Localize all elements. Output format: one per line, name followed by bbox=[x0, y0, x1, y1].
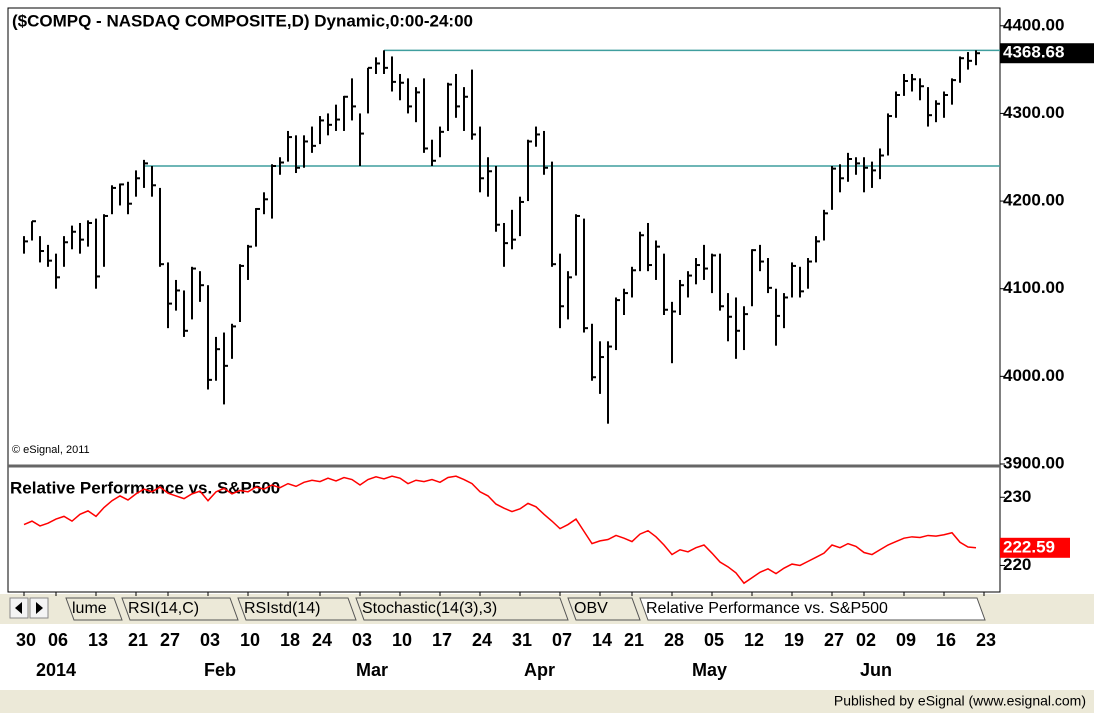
last-rs-box bbox=[1000, 537, 1070, 558]
arrow-left bbox=[15, 602, 22, 614]
y-tick-label: 3900.00 bbox=[1003, 453, 1064, 472]
tab-label: RSI(14,C) bbox=[128, 600, 199, 617]
chart-title: ($COMPQ - NASDAQ COMPOSITE,D) Dynamic,0:… bbox=[12, 11, 473, 30]
month-label: Feb bbox=[204, 660, 236, 680]
footer-bar bbox=[0, 690, 1094, 713]
tab-label: Stochastic(14(3),3) bbox=[362, 600, 497, 617]
x-tick-label: 21 bbox=[624, 630, 644, 650]
month-label: Jun bbox=[860, 660, 892, 680]
x-tick-label: 23 bbox=[976, 630, 996, 650]
panel-title: Relative Performance vs. S&P500 bbox=[10, 478, 280, 497]
y-tick-label: 4400.00 bbox=[1003, 15, 1064, 34]
x-tick-label: 05 bbox=[704, 630, 724, 650]
x-tick-label: 19 bbox=[784, 630, 804, 650]
x-tick-label: 28 bbox=[664, 630, 684, 650]
x-tick-label: 03 bbox=[352, 630, 372, 650]
tab[interactable] bbox=[355, 597, 569, 621]
arrow-right bbox=[36, 602, 43, 614]
x-tick-label: 24 bbox=[472, 630, 492, 650]
month-label: 2014 bbox=[36, 660, 76, 680]
x-tick-label: 31 bbox=[512, 630, 532, 650]
last-price-box bbox=[1000, 43, 1094, 64]
y-tick-label: 4100.00 bbox=[1003, 278, 1064, 297]
tab[interactable] bbox=[639, 597, 986, 621]
x-tick-label: 10 bbox=[240, 630, 260, 650]
x-tick-label: 30 bbox=[16, 630, 36, 650]
x-tick-label: 07 bbox=[552, 630, 572, 650]
tab-label: lume bbox=[72, 600, 107, 617]
y-tick-label: 230 bbox=[1003, 487, 1031, 506]
tab[interactable] bbox=[237, 597, 357, 621]
x-tick-label: 16 bbox=[936, 630, 956, 650]
x-tick-label: 27 bbox=[160, 630, 180, 650]
tab[interactable] bbox=[567, 597, 641, 621]
tab-label: Relative Performance vs. S&P500 bbox=[646, 600, 888, 617]
y-tick-label: 220 bbox=[1003, 555, 1031, 574]
x-tick-label: 03 bbox=[200, 630, 220, 650]
x-tick-label: 27 bbox=[824, 630, 844, 650]
tab[interactable] bbox=[65, 597, 123, 621]
x-tick-label: 02 bbox=[856, 630, 876, 650]
y-tick-label: 4000.00 bbox=[1003, 366, 1064, 385]
x-tick-label: 06 bbox=[48, 630, 68, 650]
watermark: © eSignal, 2011 bbox=[12, 444, 90, 456]
x-tick-label: 10 bbox=[392, 630, 412, 650]
month-label: Apr bbox=[524, 660, 555, 680]
last-price-label: 4368.68 bbox=[1003, 43, 1064, 62]
x-tick-label: 13 bbox=[88, 630, 108, 650]
month-label: May bbox=[692, 660, 727, 680]
x-tick-label: 17 bbox=[432, 630, 452, 650]
x-tick-label: 21 bbox=[128, 630, 148, 650]
last-rs-label: 222.59 bbox=[1003, 537, 1055, 556]
tab[interactable] bbox=[121, 597, 239, 621]
x-tick-label: 09 bbox=[896, 630, 916, 650]
footer: Published by eSignal (www.esignal.com) bbox=[834, 693, 1086, 709]
plot-frame bbox=[7, 7, 1001, 593]
y-tick-label: 4300.00 bbox=[1003, 103, 1064, 122]
tab-label: OBV bbox=[574, 600, 608, 617]
rs-line bbox=[23, 475, 977, 585]
x-tick-label: 18 bbox=[280, 630, 300, 650]
tab-label: RSIstd(14) bbox=[244, 600, 320, 617]
y-tick-label: 4200.00 bbox=[1003, 191, 1064, 210]
x-tick-label: 14 bbox=[592, 630, 612, 650]
x-tick-label: 12 bbox=[744, 630, 764, 650]
x-tick-label: 24 bbox=[312, 630, 332, 650]
month-label: Mar bbox=[356, 660, 388, 680]
